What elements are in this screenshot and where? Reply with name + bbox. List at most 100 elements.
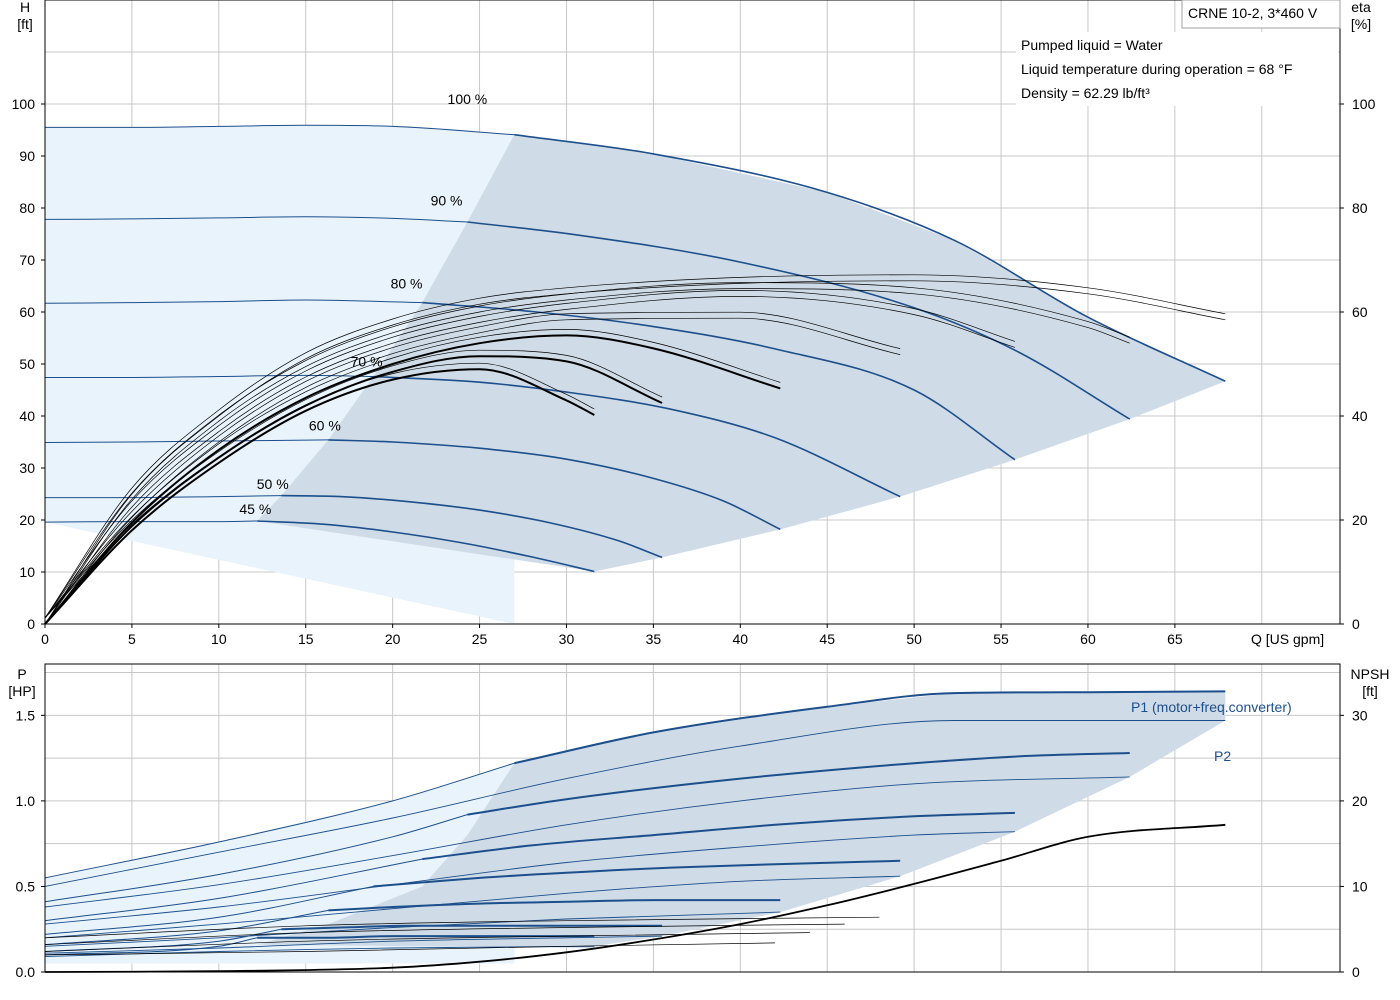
speed-label: 45 % [239,501,271,517]
p1-curve-extended [44,858,423,922]
head-axis-unit: [ft] [17,16,33,32]
title-box [1181,0,1341,29]
p2-label: P2 [1214,748,1231,764]
y-tick-label: 0 [27,616,35,632]
y-tick-label: 40 [19,408,35,424]
power-plot-frame [44,663,1341,973]
head-curve [373,375,901,498]
power-tick-label: 0.5 [16,878,36,894]
power-tick-label: 0.0 [16,964,36,980]
efficiency-curves [44,274,1226,625]
npsh-curve [44,823,1226,973]
x-tick-label: 60 [1080,631,1096,647]
flow-axis-title: Q [US gpm] [1251,631,1324,647]
p2-curve [44,776,1130,908]
p1-curve-extended [44,937,258,956]
x-tick-label: 40 [733,631,749,647]
head-operating-area [45,125,1226,625]
head-curve-extended [44,216,468,223]
p1-curve [257,935,595,939]
npsh-tick-label: 20 [1352,793,1368,809]
head-curve-extended [44,439,329,443]
info-density: Density = 62.29 lb/ft³ [1021,85,1150,101]
info-liquid: Pumped liquid = Water [1021,37,1163,53]
efficiency-curve-upper [44,282,1130,619]
power-reference-curve [44,932,810,952]
operating-area [257,134,1226,572]
npsh-tick-label: 10 [1352,878,1368,894]
efficiency-curve [44,334,781,625]
p2-curve [44,720,1226,887]
x-tick-label: 5 [128,631,136,647]
p1-curve-extended [44,909,329,946]
y-tick-label: 50 [19,356,35,372]
speed-label: 90 % [431,192,463,208]
p1-curve [328,899,781,912]
p2-curve [44,911,781,947]
x-tick-label: 10 [211,631,227,647]
efficiency-curve-upper [44,274,1226,619]
efficiency-curve-upper [44,290,1016,619]
y-tick-label: 60 [19,304,35,320]
p1-curve [373,859,901,888]
speed-label: 70 % [351,354,383,370]
y-tick-label: 80 [19,200,35,216]
info-background [1016,32,1338,106]
npsh-tick-label: 30 [1352,707,1368,723]
x-tick-label: 20 [385,631,401,647]
head-curve [467,221,1131,420]
tick-labels: 0 5 10 15 20 25 30 35 40 45 50 55 60 65 0 10 20 30 40 50 60 7… [12,96,1376,980]
y2-tick-label: 20 [1352,512,1368,528]
head-curve-extended [44,299,423,304]
efficiency-curve-upper [44,329,781,619]
power-tick-label: 1.5 [16,707,36,723]
x-tick-label: 45 [819,631,835,647]
head-axis-title: H [20,0,30,15]
efficiency-curve-upper [44,362,595,619]
head-curve-extended [44,124,515,136]
x-tick-label: 30 [559,631,575,647]
efficiency-curve [44,368,595,625]
head-curve-extended [44,520,258,523]
chart-title: CRNE 10-2, 3*460 V [1188,5,1318,21]
y-tick-label: 70 [19,252,35,268]
info-temperature: Liquid temperature during operation = 68… [1021,61,1292,77]
p1-curve-extended [44,885,374,935]
power-axis-title: P [17,666,26,682]
power-operating-area [257,691,1226,949]
npsh-axis-title: NPSH [1351,666,1390,682]
npsh-curves [44,823,1226,973]
y2-tick-label: 80 [1352,200,1368,216]
efficiency-curve [44,280,1226,625]
power-operating-area [45,691,1226,964]
p2-curve [44,875,901,939]
x-tick-label: 50 [906,631,922,647]
efficiency-curve-upper [44,349,663,619]
p1-curve-extended [44,762,515,879]
head-curve-extended [45,374,374,379]
y-tick-label: 20 [19,512,35,528]
y-tick-label: 90 [19,148,35,164]
npsh-axis-unit: [ft] [1362,683,1378,699]
power-curves [44,690,1226,958]
x-tick-label: 15 [298,631,314,647]
power-axis-unit: [HP] [8,683,35,699]
eta-axis-title: eta [1351,0,1371,15]
speed-label: 50 % [257,476,289,492]
x-tick-label: 55 [993,631,1009,647]
p1-curve [514,690,1226,765]
head-curve [257,520,595,573]
speed-label: 80 % [391,276,423,292]
x-tick-label: 35 [646,631,662,647]
y2-tick-label: 100 [1352,96,1376,112]
p1-curve [281,924,663,931]
npsh-tick-label: 0 [1352,964,1360,980]
x-tick-label: 0 [41,631,49,647]
y2-tick-label: 40 [1352,408,1368,424]
x-tick-label: 25 [472,631,488,647]
p2-curve [44,831,1015,925]
y-tick-label: 10 [19,564,35,580]
speed-label: 60 % [309,418,341,434]
p1-curve [422,811,1015,861]
